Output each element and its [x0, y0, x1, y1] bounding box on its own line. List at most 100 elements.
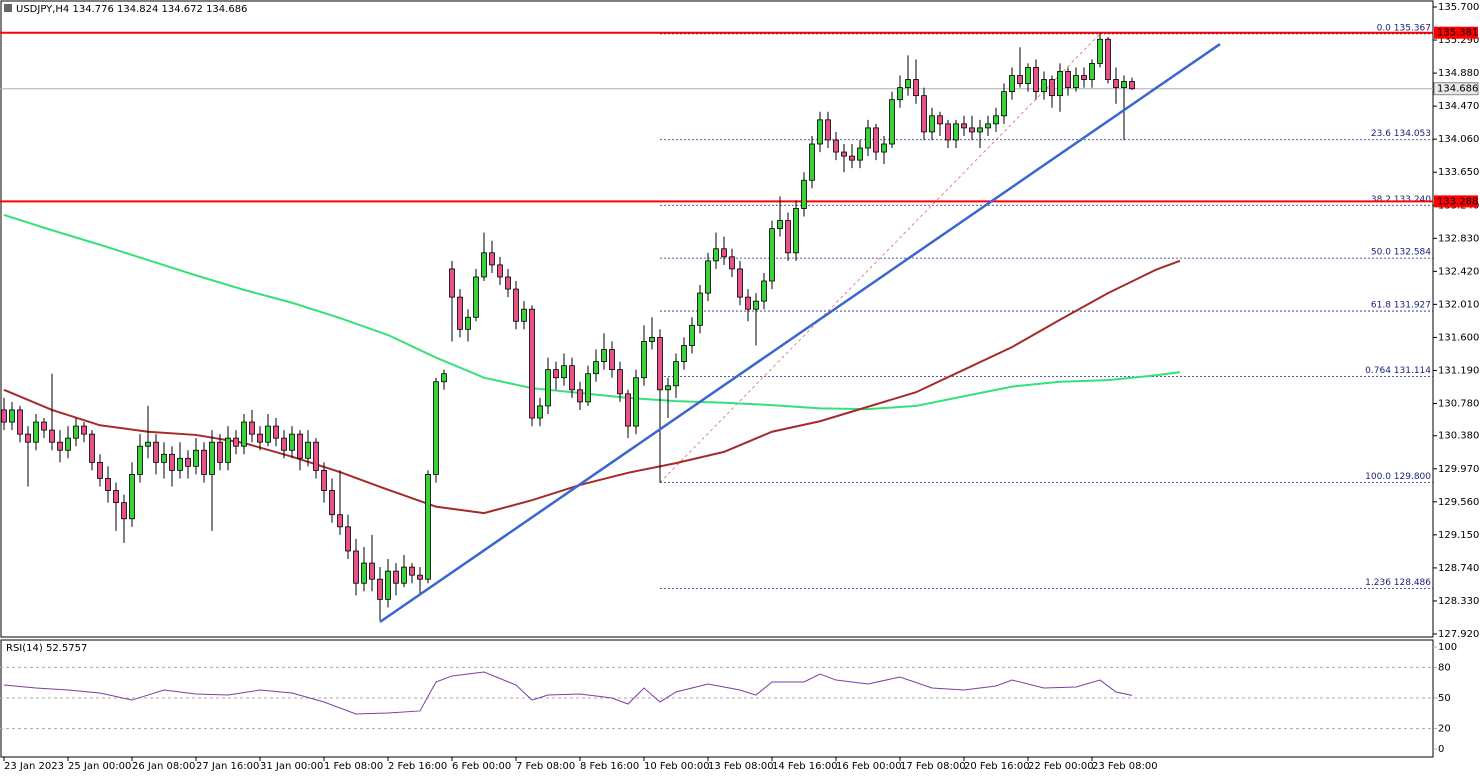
x-tick-label: 23 Jan 2023 — [4, 761, 64, 772]
candle-body — [9, 409, 15, 423]
moving-average — [3, 259, 1181, 515]
candle-body — [609, 349, 615, 371]
candle-body — [377, 578, 383, 600]
candle-body — [1105, 38, 1111, 80]
candle-body — [289, 433, 295, 451]
candle-body — [161, 453, 167, 463]
x-tick-label: 17 Feb 08:00 — [900, 761, 966, 772]
fib-label: 0.0 135.367 — [1377, 23, 1431, 33]
rsi-label: RSI(14) 52.5757 — [6, 643, 87, 654]
candle-body — [409, 566, 415, 576]
candle-body — [737, 268, 743, 298]
fib-label: 38.2 133.240 — [1371, 195, 1431, 205]
candle-body — [913, 79, 919, 97]
level-label: 135.381 — [1437, 28, 1478, 39]
fib-label: 50.0 132.584 — [1371, 248, 1431, 258]
fib-label: 23.6 134.053 — [1371, 129, 1431, 139]
x-tick-label: 14 Feb 16:00 — [772, 761, 838, 772]
candle-body — [41, 421, 47, 431]
y-tick-label: 135.290 — [1438, 35, 1479, 46]
y-tick-label: 132.420 — [1438, 266, 1479, 277]
candle-body — [545, 369, 551, 407]
candle-body — [1065, 71, 1071, 88]
candle-body — [961, 123, 967, 129]
candle-body — [873, 127, 879, 153]
candle-body — [281, 437, 287, 451]
last-price-box — [1433, 82, 1479, 96]
candle-body — [601, 349, 607, 363]
y-tick-label: 128.740 — [1438, 563, 1479, 574]
candle-body — [321, 469, 327, 491]
candle-body — [1129, 81, 1135, 90]
candle-body — [1057, 71, 1063, 97]
candle-body — [425, 474, 431, 580]
candle-body — [329, 490, 335, 516]
y-tick-label: 127.920 — [1438, 629, 1479, 640]
candle-body — [721, 248, 727, 258]
candle-body — [257, 433, 263, 443]
x-tick-label: 16 Feb 00:00 — [836, 761, 902, 772]
candle-body — [929, 115, 935, 133]
x-tick-label: 26 Jan 08:00 — [132, 761, 195, 772]
y-tick-label: 134.470 — [1438, 101, 1479, 112]
y-tick-label: 131.190 — [1438, 365, 1479, 376]
candle-body — [305, 441, 311, 459]
candle-body — [137, 445, 143, 475]
candle-body — [89, 433, 95, 463]
x-tick-label: 27 Jan 16:00 — [196, 761, 259, 772]
candle-body — [937, 115, 943, 125]
candle-body — [49, 429, 55, 443]
candle-body — [17, 409, 23, 435]
y-tick-label: 130.780 — [1438, 399, 1479, 410]
candle-body — [353, 550, 359, 584]
candle-body — [33, 421, 39, 443]
candle-body — [785, 220, 791, 254]
y-tick-label: 134.060 — [1438, 134, 1479, 145]
candle-body — [193, 449, 199, 467]
fib-label: 61.8 131.927 — [1371, 301, 1431, 311]
candle-body — [553, 369, 559, 379]
candle-body — [921, 95, 927, 133]
fib-diagonal — [659, 33, 1101, 483]
candle-body — [641, 341, 647, 379]
candle-body — [537, 405, 543, 419]
candle-body — [569, 365, 575, 391]
candle-body — [505, 276, 511, 290]
candle-body — [449, 268, 455, 298]
x-tick-label: 6 Feb 00:00 — [452, 761, 511, 772]
candle-body — [897, 87, 903, 101]
candle-body — [993, 115, 999, 125]
candle-body — [753, 300, 759, 310]
candle-body — [417, 574, 423, 580]
candle-body — [593, 361, 599, 375]
rsi-tick-label: 50 — [1438, 693, 1451, 704]
x-tick-label: 25 Jan 00:00 — [68, 761, 131, 772]
y-tick-label: 129.150 — [1438, 530, 1479, 541]
candle-body — [73, 425, 79, 439]
fib-label: 100.0 129.800 — [1365, 472, 1431, 482]
fib-label: 0.764 131.114 — [1365, 366, 1431, 376]
symbol-icon — [4, 4, 12, 12]
candle-body — [1121, 81, 1127, 88]
candle-body — [169, 453, 175, 471]
candle-body — [969, 127, 975, 133]
x-tick-label: 31 Jan 00:00 — [260, 761, 323, 772]
rsi-tick-label: 0 — [1438, 744, 1444, 755]
candle-body — [849, 155, 855, 161]
candle-body — [81, 425, 87, 435]
rsi-tick-label: 80 — [1438, 662, 1451, 673]
candle-body — [457, 296, 463, 330]
candle-body — [689, 324, 695, 346]
candle-body — [313, 441, 319, 471]
candle-body — [865, 127, 871, 149]
x-tick-label: 7 Feb 08:00 — [516, 761, 575, 772]
y-tick-label: 132.830 — [1438, 233, 1479, 244]
front-layer: 135.381 133.288 134.686 — [379, 26, 1479, 623]
candle-body — [1049, 79, 1055, 97]
candle-body — [665, 385, 671, 391]
candle-body — [1017, 75, 1023, 84]
candle-body — [385, 570, 391, 600]
candle-body — [705, 260, 711, 294]
